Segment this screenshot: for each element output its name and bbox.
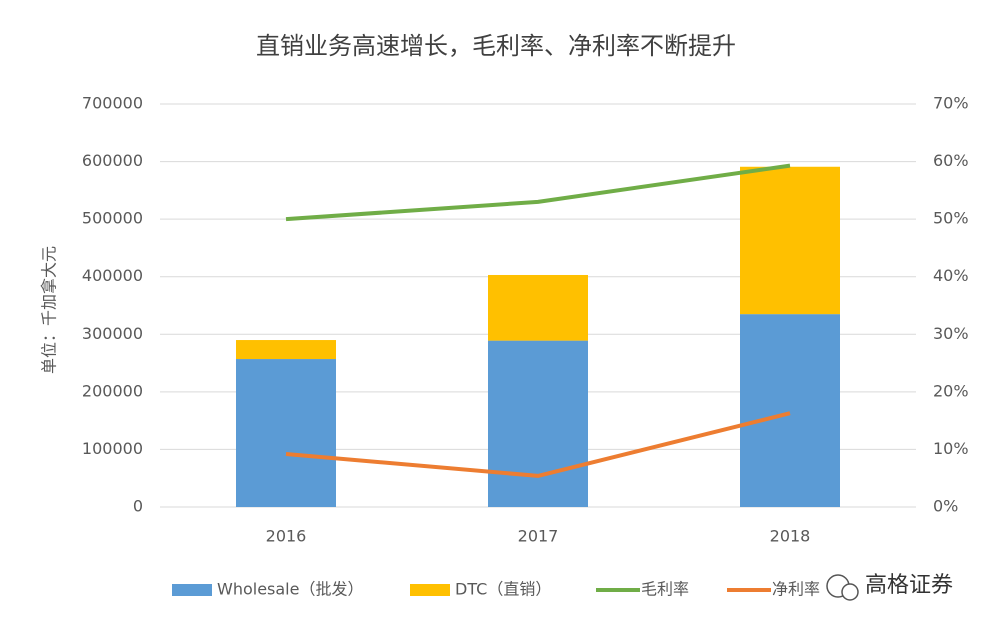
x-tick-label: 2018	[770, 527, 811, 546]
y-tick-label: 600000	[82, 151, 143, 170]
legend-label: DTC（直销）	[455, 580, 551, 599]
line	[285, 163, 791, 222]
y2-tick-label: 70%	[933, 94, 969, 113]
bar	[236, 340, 336, 360]
legend-label: 毛利率	[641, 580, 689, 599]
bar	[236, 359, 336, 507]
y-tick-label: 200000	[82, 381, 143, 400]
y-axis-label: 单位：千加拿大元	[40, 246, 59, 374]
y2-tick-label: 50%	[933, 209, 969, 228]
bar	[740, 166, 840, 315]
y-tick-label: 0	[133, 497, 143, 516]
bar	[488, 274, 588, 341]
chart-title: 直销业务高速增长，毛利率、净利率不断提升	[256, 32, 736, 60]
legend-label: 净利率	[772, 580, 820, 599]
y-tick-label: 100000	[82, 439, 143, 458]
legend-swatch	[410, 584, 450, 596]
y2-tick-label: 30%	[933, 324, 969, 343]
line	[285, 411, 791, 478]
y-tick-label: 300000	[82, 324, 143, 343]
legend-swatch	[172, 584, 212, 596]
y2-tick-label: 0%	[933, 497, 958, 516]
y2-tick-label: 60%	[933, 151, 969, 170]
watermark-text: 高格证券	[865, 573, 953, 598]
y-tick-label: 400000	[82, 266, 143, 285]
y2-tick-label: 40%	[933, 266, 969, 285]
y-tick-label: 500000	[82, 209, 143, 228]
watermark: 高格证券	[826, 573, 953, 601]
bar	[740, 314, 840, 507]
x-tick-label: 2017	[518, 527, 559, 546]
bar	[488, 340, 588, 507]
legend-label: Wholesale（批发）	[217, 580, 363, 599]
y2-tick-label: 10%	[933, 439, 969, 458]
x-tick-label: 2016	[266, 527, 307, 546]
y-tick-label: 700000	[82, 94, 143, 113]
y2-tick-label: 20%	[933, 381, 969, 400]
watermark-icon	[841, 583, 859, 601]
